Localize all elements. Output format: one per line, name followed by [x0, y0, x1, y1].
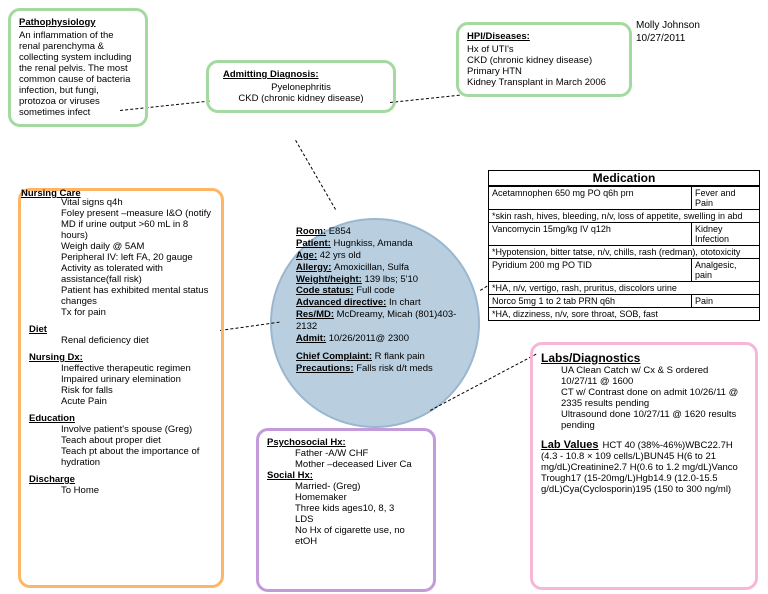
author-date: 10/27/2011 — [636, 33, 685, 44]
social-item: Homemaker — [295, 492, 425, 503]
psych-item: Father -A/W CHF — [295, 448, 425, 459]
medication-box: Medication Acetamnophen 650 mg PO q6h pr… — [488, 170, 760, 321]
edu-item: Involve patient's spouse (Greg) — [61, 424, 213, 435]
ad-val: In chart — [389, 297, 421, 308]
med-cell: Vancomycin 15mg/kg IV q12h — [489, 223, 692, 246]
prec-label: Precautions: — [296, 363, 354, 374]
social-item: No Hx of cigarette use, no etOH — [295, 525, 425, 547]
dx-item: Ineffective therapeutic regimen — [61, 363, 213, 374]
diag-item: Ultrasound done 10/27/11 @ 1620 results … — [561, 409, 747, 431]
social-title: Social Hx: — [267, 470, 425, 481]
nc-item: Patient has exhibited mental status chan… — [61, 285, 213, 307]
admitting-dx-box: Admitting Diagnosis: Pyelonephritis CKD … — [206, 60, 396, 113]
connector — [295, 140, 336, 210]
hpi-box: HPI/Diseases: Hx of UTI's CKD (chronic k… — [456, 22, 632, 97]
med-table: Acetamnophen 650 mg PO q6h prnFever and … — [488, 186, 760, 321]
connector — [390, 95, 460, 103]
social-item: LDS — [295, 514, 425, 525]
labs-title: Labs/Diagnostics — [541, 351, 747, 365]
author-name: Molly Johnson — [636, 20, 700, 31]
patient-info: Room: E854 Patient: Hugnkiss, Amanda Age… — [296, 226, 466, 375]
med-cell: Fever and Pain — [692, 187, 760, 210]
diag-item: UA Clean Catch w/ Cx & S ordered 10/27/1… — [561, 365, 747, 387]
patho-text: An inflammation of the renal parenchyma … — [19, 30, 137, 118]
dx-item: Acute Pain — [61, 396, 213, 407]
diag-item: CT w/ Contrast done on admit 10/26/11 @ … — [561, 387, 747, 409]
hpi-title: HPI/Diseases: — [467, 31, 621, 42]
room-val: E854 — [329, 226, 351, 237]
allergy-val: Amoxicillan, Sulfa — [334, 262, 409, 273]
admit-line: Pyelonephritis — [217, 82, 385, 93]
psych-box: Psychosocial Hx: Father -A/W CHF Mother … — [256, 428, 436, 592]
hpi-line: CKD (chronic kidney disease) — [467, 55, 621, 66]
dx-item: Risk for falls — [61, 385, 213, 396]
diet-text: Renal deficiency diet — [61, 335, 213, 346]
nc-item: Tx for pain — [61, 307, 213, 318]
nc-item: Foley present –measure I&O (notify MD if… — [61, 208, 213, 241]
hpi-line: Primary HTN — [467, 66, 621, 77]
wh-label: Weight/height: — [296, 274, 362, 285]
labs-box: Labs/Diagnostics UA Clean Catch w/ Cx & … — [530, 342, 758, 590]
admit-label: Admit: — [296, 333, 326, 344]
nc-item: Activity as tolerated with assistance(fa… — [61, 263, 213, 285]
admit-title: Admitting Diagnosis: — [223, 69, 385, 80]
nc-item: Peripheral IV: left FA, 20 gauge — [61, 252, 213, 263]
wh-val: 139 lbs; 5'10 — [364, 274, 418, 285]
psych-item: Mother –deceased Liver Ca — [295, 459, 425, 470]
hpi-line: Hx of UTI's — [467, 44, 621, 55]
dc-title: Discharge — [29, 474, 213, 485]
prec-val: Falls risk d/t meds — [356, 363, 433, 374]
pt-label: Patient: — [296, 238, 331, 249]
allergy-label: Allergy: — [296, 262, 331, 273]
med-title: Medication — [488, 170, 760, 186]
patho-title: Pathophysiology — [19, 17, 137, 28]
psych-title: Psychosocial Hx: — [267, 437, 425, 448]
dx-title: Nursing Dx: — [29, 352, 213, 363]
ad-label: Advanced directive: — [296, 297, 386, 308]
code-label: Code status: — [296, 285, 354, 296]
admit-val: 10/26/2011@ 2300 — [329, 333, 409, 344]
nc-item: Vital signs q4h — [61, 197, 213, 208]
code-val: Full code — [356, 285, 395, 296]
nc-item: Weigh daily @ 5AM — [61, 241, 213, 252]
med-cell: Analgesic, pain — [692, 259, 760, 282]
hpi-line: Kidney Transplant in March 2006 — [467, 77, 621, 88]
med-cell: Acetamnophen 650 mg PO q6h prn — [489, 187, 692, 210]
med-cell: *HA, n/v, vertigo, rash, pruritus, disco… — [489, 282, 760, 295]
cc-label: Chief Complaint: — [296, 351, 372, 362]
dc-text: To Home — [61, 485, 213, 496]
edu-title: Education — [29, 413, 213, 424]
med-cell: Pyridium 200 mg PO TID — [489, 259, 692, 282]
med-cell: *skin rash, hives, bleeding, n/v, loss o… — [489, 210, 760, 223]
med-cell: Kidney Infection — [692, 223, 760, 246]
social-item: Married- (Greg) — [295, 481, 425, 492]
nursing-box: Nursing Care Vital signs q4h Foley prese… — [18, 188, 224, 588]
pathophysiology-box: Pathophysiology An inflammation of the r… — [8, 8, 148, 127]
age-label: Age: — [296, 250, 317, 261]
med-cell: Norco 5mg 1 to 2 tab PRN q6h — [489, 295, 692, 308]
nc-title: Nursing Care — [21, 188, 81, 199]
room-label: Room: — [296, 226, 326, 237]
med-cell: *Hypotension, bitter tatse, n/v, chills,… — [489, 246, 760, 259]
edu-item: Teach pt about the importance of hydrati… — [61, 446, 213, 468]
diet-title: Diet — [29, 324, 213, 335]
age-val: 42 yrs old — [320, 250, 361, 261]
res-label: Res/MD: — [296, 309, 334, 320]
dx-item: Impaired urinary elemination — [61, 374, 213, 385]
cc-val: R flank pain — [375, 351, 425, 362]
admit-line: CKD (chronic kidney disease) — [217, 93, 385, 104]
edu-item: Teach about proper diet — [61, 435, 213, 446]
pt-val: Hugnkiss, Amanda — [333, 238, 412, 249]
social-item: Three kids ages10, 8, 3 — [295, 503, 425, 514]
lv-title: Lab Values — [541, 439, 598, 451]
med-cell: Pain — [692, 295, 760, 308]
med-cell: *HA, dizziness, n/v, sore throat, SOB, f… — [489, 308, 760, 321]
